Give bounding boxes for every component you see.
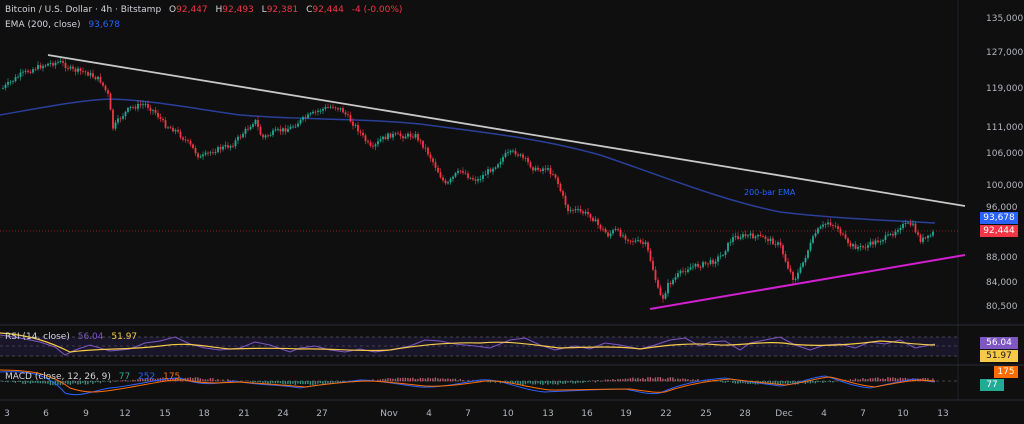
macd-label: MACD (close, 12, 26, 9) — [5, 372, 111, 382]
last-price-tag: 92,444 — [980, 225, 1018, 237]
price-tick: 111,000 — [986, 123, 1024, 133]
resistance-trendline — [47, 54, 966, 207]
price-tick: 84,000 — [986, 278, 1018, 288]
low-label: L — [261, 5, 267, 15]
ema-price-tag: 93,678 — [980, 212, 1018, 224]
time-tick: 6 — [43, 409, 49, 419]
support-trendline — [649, 254, 966, 310]
macd-hist-price-tag: 77 — [980, 379, 1004, 391]
time-tick: 15 — [159, 409, 171, 419]
rsi-ma-price-tag: 51.97 — [980, 350, 1018, 362]
price-tick: 96,000 — [986, 203, 1018, 213]
low-value: 92,381 — [266, 5, 299, 15]
change-value: -4 (-0.00%) — [351, 5, 403, 15]
ema-label: EMA (200, close) — [5, 20, 81, 30]
macd-signal-price-tag: 175 — [994, 366, 1018, 378]
macd-value: 252 — [138, 372, 156, 382]
ema-value: 93,678 — [88, 20, 120, 30]
ema-200-line — [0, 98, 936, 224]
rsi-legend[interactable]: RSI (14, close) 56.04 51.97 — [5, 331, 137, 343]
time-tick: 3 — [4, 409, 10, 419]
time-tick: 10 — [502, 409, 514, 419]
ema-annotation: 200-bar EMA — [744, 188, 796, 197]
price-tick: 88,000 — [986, 253, 1018, 263]
time-tick: 25 — [700, 409, 712, 419]
time-tick: 4 — [821, 409, 827, 419]
time-tick: 13 — [937, 409, 949, 419]
rsi-ma-value: 51.97 — [111, 332, 138, 342]
time-tick: 13 — [542, 409, 554, 419]
time-tick: 19 — [620, 409, 632, 419]
time-tick: 9 — [83, 409, 89, 419]
time-tick: 28 — [739, 409, 751, 419]
rsi-price-tag: 56.04 — [980, 337, 1018, 349]
macd-line — [0, 371, 936, 396]
time-tick: 24 — [277, 409, 289, 419]
close-label: C — [306, 5, 313, 15]
time-tick: Dec — [775, 409, 793, 419]
high-value: 92,493 — [222, 5, 254, 15]
high-label: H — [215, 5, 223, 15]
time-tick: 27 — [316, 409, 328, 419]
time-tick: Nov — [380, 409, 398, 419]
symbol-legend[interactable]: Bitcoin / U.S. Dollar · 4h · Bitstamp O9… — [5, 4, 402, 16]
macd-signal-line — [0, 369, 936, 393]
time-tick: 4 — [426, 409, 432, 419]
time-tick: 12 — [119, 409, 131, 419]
symbol-title: Bitcoin / U.S. Dollar · 4h · Bitstamp — [5, 5, 162, 15]
time-tick: 16 — [581, 409, 593, 419]
time-tick: 18 — [198, 409, 210, 419]
time-tick: 7 — [465, 409, 471, 419]
rsi-ma-line — [0, 332, 936, 353]
time-tick: 10 — [897, 409, 909, 419]
price-tick: 80,500 — [986, 302, 1018, 312]
time-tick: 21 — [238, 409, 250, 419]
time-tick: 7 — [860, 409, 866, 419]
macd-legend[interactable]: MACD (close, 12, 26, 9) 77 252 175 — [5, 371, 180, 383]
price-tick: 135,000 — [986, 14, 1024, 24]
price-tick: 100,000 — [986, 181, 1024, 191]
price-tick: 106,000 — [986, 149, 1024, 159]
ema-legend[interactable]: EMA (200, close) 93,678 — [5, 19, 120, 31]
price-tick: 127,000 — [986, 48, 1024, 58]
macd-signal-value: 175 — [163, 372, 181, 382]
rsi-label: RSI (14, close) — [5, 332, 70, 342]
time-tick: 22 — [660, 409, 672, 419]
price-tick: 119,000 — [986, 84, 1024, 94]
candlestick-series — [2, 57, 934, 303]
close-value: 92,444 — [312, 5, 344, 15]
macd-histogram-value: 77 — [118, 372, 131, 382]
rsi-value: 56.04 — [77, 332, 104, 342]
open-label: O — [169, 5, 177, 15]
open-value: 92,447 — [176, 5, 208, 15]
